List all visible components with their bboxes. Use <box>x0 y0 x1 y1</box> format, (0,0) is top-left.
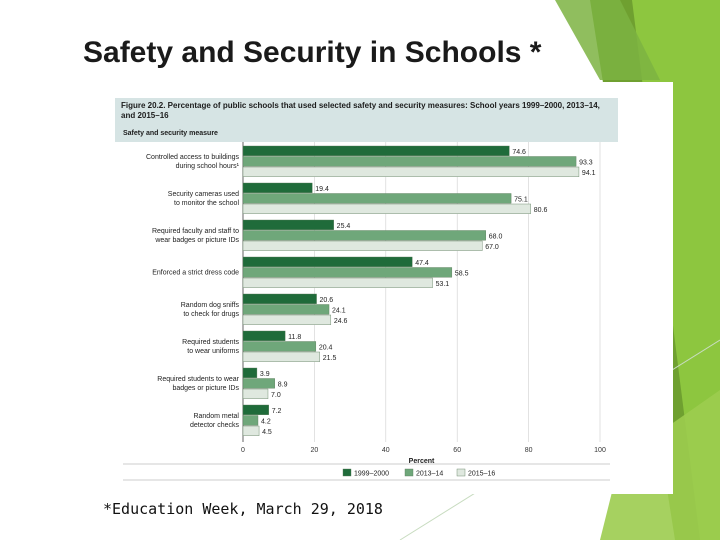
data-label: 3.9 <box>260 371 270 378</box>
category-label: Required students to wear uniforms <box>182 339 239 355</box>
slide-title: Safety and Security in Schools * <box>83 36 542 69</box>
data-label: 67.0 <box>485 244 499 251</box>
bar <box>242 145 510 156</box>
bar <box>242 256 413 267</box>
bar <box>242 193 512 204</box>
data-label: 74.6 <box>512 149 526 156</box>
data-label: 4.5 <box>262 429 272 436</box>
bar <box>242 341 317 352</box>
bar <box>242 330 286 341</box>
data-label: 8.9 <box>278 382 288 389</box>
bar <box>242 203 531 214</box>
x-tick-label: 0 <box>241 447 245 454</box>
bar <box>242 166 580 177</box>
legend-label: 2015–16 <box>468 471 495 478</box>
data-label: 93.3 <box>579 160 593 167</box>
data-label: 20.6 <box>320 297 334 304</box>
figure-caption: Figure 20.2. Percentage of public school… <box>121 101 600 120</box>
data-label: 11.8 <box>288 334 301 341</box>
category-label: Security cameras used to monitor the scho… <box>168 191 240 207</box>
bar <box>242 415 259 426</box>
x-tick-label: 60 <box>453 447 461 454</box>
citation: *Education Week, March 29, 2018 <box>103 500 383 518</box>
data-label: 68.0 <box>489 234 503 241</box>
bar <box>242 304 330 315</box>
bar <box>242 267 453 278</box>
data-label: 7.2 <box>272 408 282 415</box>
measure-header: Safety and security measure <box>123 130 218 137</box>
data-label: 53.1 <box>436 281 450 288</box>
bar <box>242 314 332 325</box>
data-label: 20.4 <box>319 345 333 352</box>
legend-label: 2013–14 <box>416 471 443 478</box>
x-axis-label: Percent <box>409 458 435 465</box>
category-label: Enforced a strict dress code <box>152 270 239 277</box>
bar <box>242 351 320 362</box>
data-label: 21.5 <box>323 355 337 362</box>
category-label: Required faculty and staff to wear badges… <box>152 228 240 244</box>
category-label: Random dog sniffs to check for drugs <box>181 302 240 318</box>
data-label: 24.1 <box>332 308 346 315</box>
bar <box>242 293 317 304</box>
x-tick-label: 80 <box>525 447 533 454</box>
legend-swatch <box>342 468 352 477</box>
category-label: Random metal detector checks <box>190 413 240 429</box>
data-label: 7.0 <box>271 392 281 399</box>
data-label: 58.5 <box>455 271 469 278</box>
data-label: 80.6 <box>534 207 548 214</box>
data-label: 25.4 <box>337 223 351 230</box>
accent-band-top <box>555 0 660 80</box>
data-label: 4.2 <box>261 419 271 426</box>
bar <box>242 367 258 378</box>
data-label: 24.6 <box>334 318 348 325</box>
category-label: Controlled access to buildings during sch… <box>146 154 240 170</box>
bar <box>242 425 260 436</box>
data-label: 94.1 <box>582 170 596 177</box>
legend-swatch <box>404 468 414 477</box>
figure-caption-band: Figure 20.2. Percentage of public school… <box>115 98 618 142</box>
legend-label: 1999–2000 <box>354 471 389 478</box>
bar <box>242 378 275 389</box>
data-label: 19.4 <box>315 186 329 193</box>
bar <box>242 277 433 288</box>
bar <box>242 182 313 193</box>
x-tick-label: 40 <box>382 447 390 454</box>
figure-panel: Figure 20.2. Percentage of public school… <box>115 82 673 494</box>
bar <box>242 230 486 241</box>
data-label: 47.4 <box>415 260 429 267</box>
bar <box>242 156 577 167</box>
x-tick-label: 20 <box>311 447 319 454</box>
bar-chart: 0 20 40 60 80 100 Percent Controlled access to … <box>123 142 610 481</box>
data-label: 75.1 <box>514 197 528 204</box>
bar <box>242 404 269 415</box>
legend-swatch <box>456 468 466 477</box>
bar <box>242 219 334 230</box>
bar <box>242 240 483 251</box>
bar <box>242 388 269 399</box>
x-tick-label: 100 <box>594 447 606 454</box>
category-label: Required students to wear badges or pictu… <box>157 376 239 392</box>
